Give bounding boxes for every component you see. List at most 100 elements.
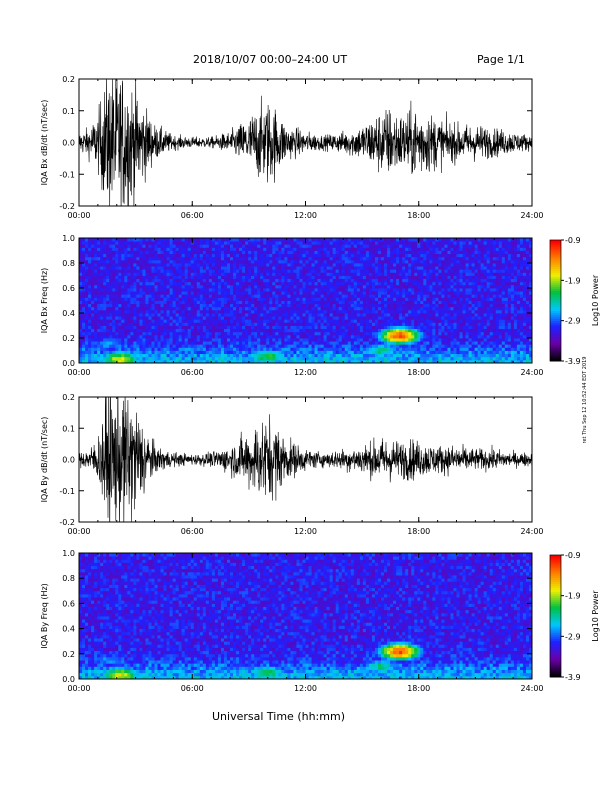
spectrogram-cell bbox=[377, 347, 382, 351]
spectrogram-cell bbox=[208, 278, 213, 283]
spectrogram-cell bbox=[151, 344, 155, 348]
spectrogram-cell bbox=[453, 303, 457, 308]
spectrogram-cell bbox=[220, 341, 225, 345]
spectrogram-cell bbox=[245, 313, 249, 317]
spectrogram-cell bbox=[284, 284, 288, 289]
spectrogram-cell bbox=[516, 338, 521, 342]
spectrogram-cell bbox=[441, 353, 445, 358]
spectrogram-cell bbox=[387, 328, 391, 333]
spectrogram-cell bbox=[172, 353, 177, 358]
spectrogram-cell bbox=[275, 300, 279, 305]
spectrogram-cell bbox=[154, 309, 158, 314]
spectrogram-cell bbox=[139, 350, 143, 355]
spectrogram-cell bbox=[106, 291, 110, 295]
spectrogram-cell bbox=[287, 316, 291, 320]
spectrogram-cell bbox=[230, 334, 234, 339]
spectrogram-cell bbox=[121, 353, 125, 358]
spectrogram-cell bbox=[495, 347, 500, 351]
spectrogram-cell bbox=[127, 275, 131, 280]
spectrogram-cell bbox=[447, 263, 451, 267]
spectrogram-cell bbox=[326, 319, 331, 323]
spectrogram-cell bbox=[151, 359, 155, 364]
spectrogram-cell bbox=[338, 341, 343, 345]
spectrogram-cell bbox=[278, 263, 282, 267]
spectrogram-cell bbox=[142, 353, 146, 358]
spectrogram-cell bbox=[420, 331, 424, 336]
spectrogram-cell bbox=[97, 294, 101, 298]
spectrogram-cell bbox=[474, 316, 479, 320]
spectrogram-cell bbox=[281, 300, 285, 305]
spectrogram-cell bbox=[272, 281, 276, 286]
spectrogram-cell bbox=[426, 316, 430, 320]
spectrogram-cell bbox=[374, 350, 379, 355]
spectrogram-cell bbox=[456, 309, 460, 314]
spectrogram-cell bbox=[233, 309, 237, 314]
spectrogram-cell bbox=[365, 294, 370, 298]
spectrogram-cell bbox=[411, 278, 415, 283]
spectrogram-cell bbox=[399, 341, 403, 345]
spectrogram-cell bbox=[335, 344, 340, 348]
spectrogram-cell bbox=[456, 359, 460, 364]
spectrogram-cell bbox=[193, 266, 198, 270]
spectrogram-cell bbox=[211, 353, 216, 358]
spectrogram-cell bbox=[516, 303, 521, 308]
spectrogram-cell bbox=[362, 275, 367, 280]
spectrogram-cell bbox=[356, 319, 361, 323]
spectrogram-cell bbox=[169, 341, 174, 345]
spectrogram-cell bbox=[211, 272, 216, 276]
spectrogram-cell bbox=[405, 341, 409, 345]
spectrogram-cell bbox=[251, 341, 255, 345]
spectrogram-cell bbox=[85, 291, 89, 295]
spectrogram-cell bbox=[284, 309, 288, 314]
spectrogram-cell bbox=[338, 297, 343, 301]
spectrogram-cell bbox=[82, 303, 86, 308]
spectrogram-cell bbox=[338, 275, 343, 280]
spectrogram-cell bbox=[82, 319, 86, 323]
spectrogram-cell bbox=[148, 259, 152, 264]
spectrogram-cell bbox=[142, 272, 146, 276]
spectrogram-cell bbox=[211, 344, 216, 348]
spectrogram-cell bbox=[513, 350, 518, 355]
spectrogram-cell bbox=[501, 322, 506, 326]
spectrogram-cell bbox=[462, 275, 466, 280]
spectrogram-cell bbox=[402, 309, 406, 314]
spectrogram-cell bbox=[139, 316, 143, 320]
spectrogram-cell bbox=[269, 319, 273, 323]
spectrogram-cell bbox=[332, 322, 337, 326]
spectrogram-cell bbox=[214, 350, 219, 355]
spectrogram-cell bbox=[106, 281, 110, 286]
spectrogram-cell bbox=[435, 300, 439, 305]
spectrogram-cell bbox=[314, 306, 318, 311]
spectrogram-cell bbox=[519, 303, 524, 308]
spectrogram-cell bbox=[447, 353, 451, 358]
spectrogram-cell bbox=[332, 334, 337, 339]
spectrogram-cell bbox=[193, 269, 198, 273]
spectrogram-cell bbox=[528, 303, 533, 308]
spectrogram-cell bbox=[390, 316, 394, 320]
spectrogram-cell bbox=[305, 356, 309, 361]
spectrogram-cell bbox=[459, 284, 463, 289]
spectrogram-cell bbox=[88, 347, 92, 351]
spectrogram-cell bbox=[184, 341, 189, 345]
spectrogram-cell bbox=[269, 316, 273, 320]
spectrogram-cell bbox=[163, 334, 167, 339]
spectrogram-cell bbox=[236, 328, 240, 333]
spectrogram-cell bbox=[489, 316, 494, 320]
spectrogram-cell bbox=[384, 303, 388, 308]
spectrogram-cell bbox=[408, 359, 412, 364]
spectrogram-cell bbox=[196, 325, 201, 330]
y-tick-label: 0.2 bbox=[62, 75, 75, 84]
spectrogram-cell bbox=[350, 272, 355, 276]
spectrogram-cell bbox=[154, 288, 158, 292]
spectrogram-cell bbox=[381, 297, 385, 301]
spectrogram-cell bbox=[214, 269, 219, 273]
spectrogram-cell bbox=[368, 272, 373, 276]
spectrogram-cell bbox=[516, 325, 521, 330]
spectrogram-cell bbox=[489, 353, 494, 358]
spectrogram-cell bbox=[471, 325, 476, 330]
spectrogram-cell bbox=[230, 297, 234, 301]
spectrogram-cell bbox=[390, 338, 394, 342]
spectrogram-cell bbox=[510, 291, 515, 295]
spectrogram-cell bbox=[329, 284, 334, 289]
spectrogram-cell bbox=[230, 325, 234, 330]
